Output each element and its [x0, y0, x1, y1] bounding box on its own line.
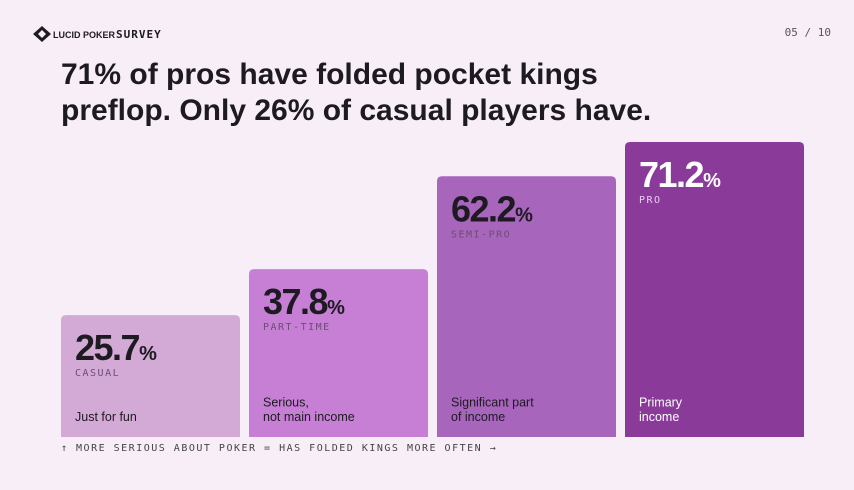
value-label: 37.8%	[263, 281, 345, 322]
description: Serious,	[263, 396, 309, 410]
logo: LUCID POKER	[33, 26, 116, 42]
value-unit: %	[703, 170, 721, 192]
logo-icon-inner	[38, 30, 46, 38]
value-unit: %	[515, 204, 533, 226]
category-label: SEMI-PRO	[451, 229, 511, 240]
value-label: 62.2%	[451, 188, 533, 229]
bar	[625, 142, 804, 437]
value-label: 71.2%	[639, 154, 721, 195]
value-number: 71.2	[639, 154, 704, 195]
value-label: 25.7%	[75, 327, 157, 368]
bar	[61, 315, 240, 437]
category-label: CASUAL	[75, 368, 120, 379]
value-number: 37.8	[263, 281, 328, 322]
description: Primary	[639, 396, 683, 410]
value-number: 25.7	[75, 327, 140, 368]
description: not main income	[263, 410, 355, 424]
category-label: PRO	[639, 195, 662, 206]
description: income	[639, 410, 679, 424]
bar	[437, 176, 616, 437]
title-line: 71% of pros have folded pocket kings	[61, 58, 598, 91]
page-number: 05 / 10	[785, 26, 831, 39]
bar	[249, 269, 428, 437]
value-unit: %	[139, 343, 157, 365]
brand: LUCID POKER	[53, 30, 116, 40]
value-unit: %	[327, 297, 345, 319]
section: SURVEY	[116, 28, 162, 41]
footnote: ↑ MORE SERIOUS ABOUT POKER = HAS FOLDED …	[61, 443, 497, 454]
title-line: preflop. Only 26% of casual players have…	[61, 94, 651, 127]
description: of income	[451, 410, 505, 424]
description: Just for fun	[75, 410, 137, 424]
value-number: 62.2	[451, 188, 516, 229]
description: Significant part	[451, 396, 534, 410]
category-label: PART-TIME	[263, 322, 331, 333]
